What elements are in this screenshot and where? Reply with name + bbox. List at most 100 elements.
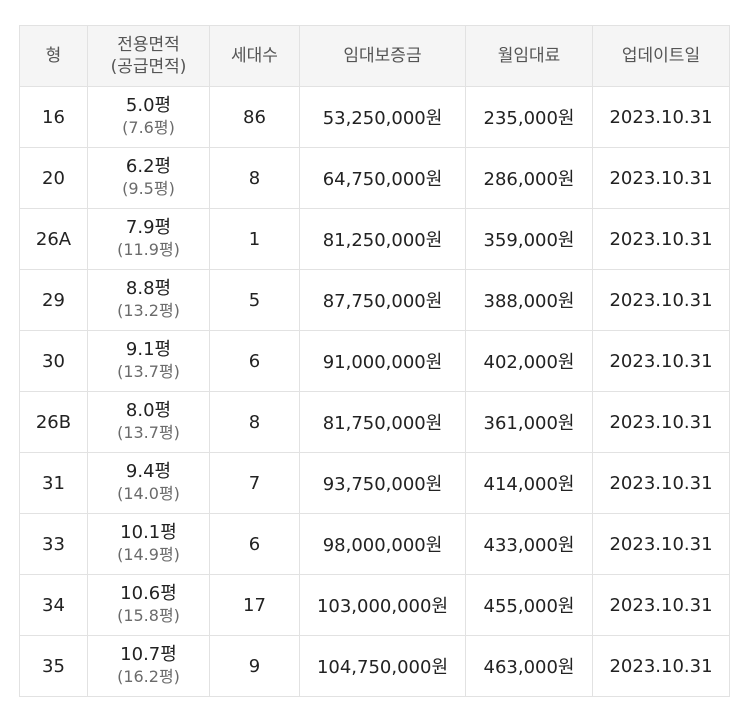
rental-table-container: 형 전용면적 (공급면적) 세대수 임대보증금 월임대료 업데이트일 16 5.0… xyxy=(19,25,730,697)
cell-area: 9.4평 (14.0평) xyxy=(87,452,210,514)
cell-area-supply: (7.6평) xyxy=(122,118,175,137)
cell-households: 1 xyxy=(209,208,300,270)
cell-area-supply: (16.2평) xyxy=(117,667,180,686)
cell-area: 9.1평 (13.7평) xyxy=(87,330,210,392)
header-area-exclusive: 전용면적 xyxy=(117,35,180,55)
table-row: 26A 7.9평 (11.9평) 1 81,250,000원 359,000원 2023.1… xyxy=(19,208,730,270)
cell-area-supply: (14.0평) xyxy=(117,484,180,503)
cell-rent: 359,000원 xyxy=(465,208,593,270)
cell-deposit: 103,000,000원 xyxy=(299,574,466,636)
table-row: 30 9.1평 (13.7평) 6 91,000,000원 402,000원 2023.10… xyxy=(19,330,730,392)
cell-area-supply: (11.9평) xyxy=(117,240,180,259)
cell-households: 17 xyxy=(209,574,300,636)
table-row: 16 5.0평 (7.6평) 86 53,250,000원 235,000원 2023.10… xyxy=(19,86,730,148)
cell-rent: 402,000원 xyxy=(465,330,593,392)
cell-area: 10.6평 (15.8평) xyxy=(87,574,210,636)
table-row: 35 10.7평 (16.2평) 9 104,750,000원 463,000원 2023.… xyxy=(19,635,730,697)
cell-type: 26A xyxy=(19,208,88,270)
cell-type: 31 xyxy=(19,452,88,514)
cell-area: 8.8평 (13.2평) xyxy=(87,269,210,331)
cell-deposit: 98,000,000원 xyxy=(299,513,466,575)
cell-area: 6.2평 (9.5평) xyxy=(87,147,210,209)
cell-type: 26B xyxy=(19,391,88,453)
cell-deposit: 93,750,000원 xyxy=(299,452,466,514)
cell-households: 6 xyxy=(209,513,300,575)
cell-area-exclusive: 7.9평 xyxy=(125,217,172,238)
cell-deposit: 81,250,000원 xyxy=(299,208,466,270)
header-rent: 월임대료 xyxy=(465,25,593,87)
cell-area: 8.0평 (13.7평) xyxy=(87,391,210,453)
header-area: 전용면적 (공급면적) xyxy=(87,25,210,87)
table-row: 33 10.1평 (14.9평) 6 98,000,000원 433,000원 2023.1… xyxy=(19,513,730,575)
cell-households: 6 xyxy=(209,330,300,392)
cell-updated: 2023.10.31 xyxy=(592,330,730,392)
cell-updated: 2023.10.31 xyxy=(592,269,730,331)
cell-rent: 388,000원 xyxy=(465,269,593,331)
rental-unit-table: 형 전용면적 (공급면적) 세대수 임대보증금 월임대료 업데이트일 16 5.0… xyxy=(19,25,730,697)
cell-area-exclusive: 9.1평 xyxy=(125,339,172,360)
cell-deposit: 64,750,000원 xyxy=(299,147,466,209)
cell-updated: 2023.10.31 xyxy=(592,391,730,453)
cell-type: 34 xyxy=(19,574,88,636)
cell-area-supply: (9.5평) xyxy=(122,179,175,198)
cell-type: 30 xyxy=(19,330,88,392)
cell-deposit: 104,750,000원 xyxy=(299,635,466,697)
cell-type: 29 xyxy=(19,269,88,331)
cell-area: 10.1평 (14.9평) xyxy=(87,513,210,575)
cell-area-exclusive: 10.7평 xyxy=(120,644,177,665)
cell-households: 7 xyxy=(209,452,300,514)
cell-area-supply: (14.9평) xyxy=(117,545,180,564)
table-header-row: 형 전용면적 (공급면적) 세대수 임대보증금 월임대료 업데이트일 xyxy=(19,25,730,87)
cell-rent: 235,000원 xyxy=(465,86,593,148)
cell-type: 35 xyxy=(19,635,88,697)
cell-rent: 463,000원 xyxy=(465,635,593,697)
table-row: 34 10.6평 (15.8평) 17 103,000,000원 455,000원 2023… xyxy=(19,574,730,636)
cell-households: 86 xyxy=(209,86,300,148)
table-row: 20 6.2평 (9.5평) 8 64,750,000원 286,000원 2023.10.… xyxy=(19,147,730,209)
header-households: 세대수 xyxy=(209,25,300,87)
cell-area: 10.7평 (16.2평) xyxy=(87,635,210,697)
cell-area: 5.0평 (7.6평) xyxy=(87,86,210,148)
cell-rent: 414,000원 xyxy=(465,452,593,514)
cell-updated: 2023.10.31 xyxy=(592,452,730,514)
cell-households: 8 xyxy=(209,391,300,453)
cell-area-supply: (15.8평) xyxy=(117,606,180,625)
table-row: 26B 8.0평 (13.7평) 8 81,750,000원 361,000원 2023.1… xyxy=(19,391,730,453)
header-type: 형 xyxy=(19,25,88,87)
cell-updated: 2023.10.31 xyxy=(592,147,730,209)
cell-households: 8 xyxy=(209,147,300,209)
cell-updated: 2023.10.31 xyxy=(592,635,730,697)
cell-area-exclusive: 5.0평 xyxy=(125,95,172,116)
cell-deposit: 91,000,000원 xyxy=(299,330,466,392)
cell-rent: 361,000원 xyxy=(465,391,593,453)
cell-area-exclusive: 10.6평 xyxy=(120,583,177,604)
cell-type: 16 xyxy=(19,86,88,148)
cell-rent: 433,000원 xyxy=(465,513,593,575)
cell-area-supply: (13.7평) xyxy=(117,362,180,381)
cell-rent: 286,000원 xyxy=(465,147,593,209)
cell-area-exclusive: 8.0평 xyxy=(125,400,172,421)
cell-area-exclusive: 9.4평 xyxy=(125,461,172,482)
cell-area-exclusive: 8.8평 xyxy=(125,278,172,299)
cell-area: 7.9평 (11.9평) xyxy=(87,208,210,270)
table-row: 29 8.8평 (13.2평) 5 87,750,000원 388,000원 2023.10… xyxy=(19,269,730,331)
cell-updated: 2023.10.31 xyxy=(592,208,730,270)
header-area-supply: (공급면적) xyxy=(110,57,187,77)
header-updated: 업데이트일 xyxy=(592,25,730,87)
table-body: 16 5.0평 (7.6평) 86 53,250,000원 235,000원 2023.10… xyxy=(19,86,730,697)
cell-updated: 2023.10.31 xyxy=(592,574,730,636)
cell-households: 5 xyxy=(209,269,300,331)
cell-type: 20 xyxy=(19,147,88,209)
cell-deposit: 81,750,000원 xyxy=(299,391,466,453)
cell-area-exclusive: 6.2평 xyxy=(125,156,172,177)
cell-area-supply: (13.7평) xyxy=(117,423,180,442)
cell-rent: 455,000원 xyxy=(465,574,593,636)
header-deposit: 임대보증금 xyxy=(299,25,466,87)
cell-type: 33 xyxy=(19,513,88,575)
cell-area-exclusive: 10.1평 xyxy=(120,522,177,543)
cell-households: 9 xyxy=(209,635,300,697)
cell-area-supply: (13.2평) xyxy=(117,301,180,320)
cell-updated: 2023.10.31 xyxy=(592,86,730,148)
cell-deposit: 53,250,000원 xyxy=(299,86,466,148)
table-row: 31 9.4평 (14.0평) 7 93,750,000원 414,000원 2023.10… xyxy=(19,452,730,514)
